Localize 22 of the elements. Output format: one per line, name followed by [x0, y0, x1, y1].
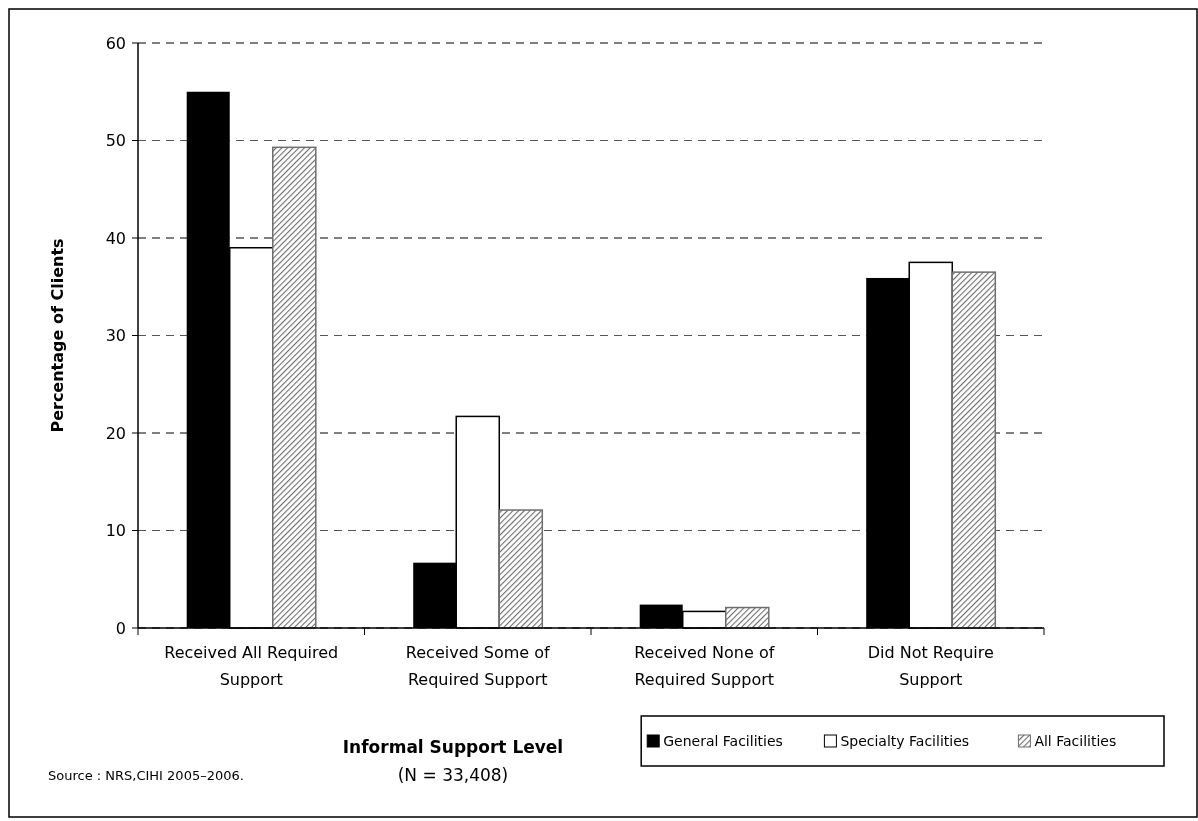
legend-label: General Facilities [663, 732, 783, 749]
bar [725, 606, 770, 629]
x-tick-label: Received None of Required Support [634, 643, 775, 689]
x-tick-label: Received Some of Required Support [405, 643, 550, 689]
source-note: Source : NRS,CIHI 2005–2006. [48, 768, 244, 783]
y-tick-label: 20 [105, 423, 126, 443]
y-tick-label: 60 [105, 33, 126, 53]
x-tick-label: Did Not Require Support [867, 643, 994, 689]
y-tick-label: 30 [105, 326, 126, 346]
y-tick-label: 50 [105, 131, 126, 151]
y-tick-label: 10 [105, 521, 126, 541]
legend-label: All Facilities [1034, 732, 1117, 749]
text: (N = 33,408) [397, 765, 509, 785]
y-axis-title: Percentage of Clients [48, 238, 67, 433]
bar [272, 146, 317, 629]
x-tick-label: Received All Required Support [164, 643, 339, 689]
bar [498, 509, 544, 629]
y-tick-label: 0 [115, 618, 126, 638]
bar [951, 271, 997, 629]
y-tick-label: 40 [105, 228, 126, 248]
x-axis-title: Informal Support Level [342, 737, 564, 757]
legend-label: Specialty Facilities [840, 732, 970, 749]
